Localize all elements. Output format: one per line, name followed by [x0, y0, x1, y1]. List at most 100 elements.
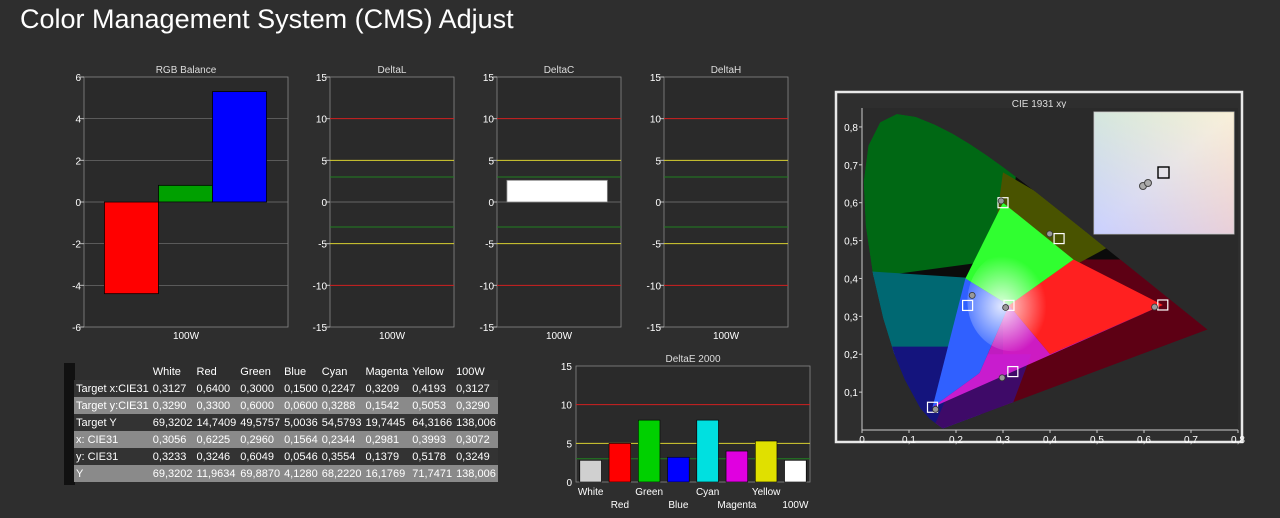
table-row: Target Y 69,3202 14,7409 49,5757 5,0036 54,57… — [74, 414, 498, 431]
y-tick-label: -5 — [485, 240, 494, 251]
table-row: Target x:CIE31 0,3127 0,6400 0,3000 0,1500 0,… — [74, 380, 498, 397]
table-cell: 0,2247 — [321, 382, 356, 395]
y-tick-label: 0 — [75, 198, 81, 209]
table-cell: 0,3554 — [321, 450, 356, 463]
bar-green — [158, 184, 213, 203]
header-white: White — [152, 365, 181, 378]
table-cell: 0,1379 — [365, 450, 400, 463]
table-cell: 0,3300 — [196, 399, 231, 412]
target-green — [997, 197, 1009, 209]
y-tick-label: -5 — [318, 240, 327, 251]
y-tick-label: 0 — [488, 198, 494, 209]
header-cyan: Cyan — [321, 365, 348, 378]
table-cell: 0,3209 — [365, 382, 400, 395]
target-red — [1157, 299, 1169, 311]
table-cell: 0,1564 — [284, 433, 318, 446]
table-cell: 0,2981 — [365, 433, 400, 446]
x-tick-label: Blue — [668, 500, 688, 511]
table-cell: 0,3000 — [240, 382, 274, 395]
x-tick-label: 0,3 — [996, 435, 1010, 446]
y-tick-label: 0,4 — [844, 274, 858, 285]
header-yellow: Yellow — [412, 365, 444, 378]
y-tick-label: 0,3 — [844, 312, 858, 323]
x-tick-label: 100W — [173, 331, 200, 342]
row-label: Y — [76, 467, 84, 480]
y-tick-label: 10 — [650, 115, 662, 126]
table-row: y: CIE31 0,3233 0,3246 0,6049 0,0546 0,3554 0,… — [74, 448, 498, 465]
rgb-balance-chart: RGB Balance 6 4 2 0 -2 -4 -6 100W — [72, 65, 289, 342]
measured-green — [997, 197, 1005, 205]
row-label: x: CIE31 — [76, 433, 119, 446]
header-100w: 100W — [456, 365, 485, 378]
measured-white — [1002, 304, 1010, 311]
x-tick-label: White — [578, 487, 604, 498]
y-tick-label: 0,1 — [844, 388, 858, 399]
table-row: Target y:CIE31 0,3290 0,3300 0,6000 0,0600 0,… — [74, 397, 498, 414]
y-tick-label: 10 — [561, 401, 573, 412]
table-cell: 11,9634 — [196, 467, 236, 480]
x-tick-label: 0,5 — [1090, 435, 1104, 446]
table-row: Y 69,3202 11,9634 69,8870 4,1280 68,2220 16,17… — [74, 465, 498, 482]
x-tick-label: 0,1 — [902, 435, 916, 446]
x-tick-label: 0,8 — [1231, 435, 1245, 446]
table-cell: 0,1542 — [365, 399, 400, 412]
x-tick-label: 0 — [859, 435, 865, 446]
bar-magenta — [725, 450, 748, 483]
delta-c-chart: DeltaC 15 10 5 0 -5 -10 -15 100W — [480, 65, 622, 342]
target-magenta — [1007, 365, 1019, 378]
table-cell: 0,0600 — [284, 399, 318, 412]
table-cell: 138,006 — [456, 416, 496, 429]
table-cell: 0,5053 — [412, 399, 446, 412]
x-tick-label: 100W — [713, 331, 740, 342]
x-tick-label: Cyan — [696, 487, 719, 498]
y-tick-label: 0 — [321, 198, 327, 209]
table-cell: 0,6225 — [196, 433, 231, 446]
x-tick-label: Green — [635, 487, 663, 498]
table-cell: 138,006 — [456, 467, 496, 480]
cie-1931-chart: CIE 1931 xy 0 0,1 0,2 0,3 0,4 0,5 0,6 0,7 0,8 0,1 0… — [834, 90, 1245, 446]
table-left-bar — [64, 363, 75, 485]
y-tick-label: 10 — [316, 115, 328, 126]
bar-100w — [784, 460, 807, 483]
table-cell: 0,1500 — [284, 382, 318, 395]
y-tick-label: 0,5 — [844, 237, 858, 248]
y-tick-label: 0 — [655, 198, 661, 209]
table-cell: 0,5178 — [412, 450, 446, 463]
x-tick-label: 0,2 — [949, 435, 963, 446]
measured-red — [1151, 303, 1158, 311]
measured-yellow — [1046, 230, 1054, 238]
table-cell: 68,2220 — [321, 467, 362, 480]
table-cell: 0,3127 — [456, 382, 490, 395]
bar-red — [608, 443, 631, 483]
inset-overlay — [1094, 112, 1234, 234]
table-cell: 0,2960 — [240, 433, 274, 446]
y-tick-label: 15 — [316, 73, 328, 84]
table-cell: 0,3290 — [152, 399, 187, 412]
table-cell: 0,3246 — [196, 450, 231, 463]
x-tick-label: Magenta — [717, 500, 756, 511]
bar-white — [579, 460, 602, 483]
y-tick-label: 2 — [75, 156, 81, 167]
y-tick-label: 5 — [655, 156, 661, 167]
table-cell: 0,6400 — [196, 382, 231, 395]
white-point-glow — [967, 251, 1058, 352]
table-cell: 0,3993 — [412, 433, 446, 446]
y-tick-label: 0,6 — [844, 199, 858, 210]
delta-h-chart: DeltaH 15 10 5 0 -5 -10 -15 100W — [647, 65, 789, 342]
chart-title: CIE 1931 xy — [1012, 99, 1066, 110]
y-tick-label: 0,8 — [844, 123, 858, 134]
x-tick-label: 100W — [379, 331, 406, 342]
table-cell: 4,1280 — [284, 467, 318, 480]
y-tick-label: 0,7 — [844, 161, 858, 172]
chart-title: DeltaH — [711, 65, 742, 76]
y-tick-label: -15 — [480, 323, 495, 334]
table-cell: 64,3166 — [412, 416, 453, 429]
table-cell: 0,2344 — [321, 433, 356, 446]
bar-blue — [212, 91, 267, 203]
y-tick-label: 15 — [561, 362, 573, 373]
bar-value — [506, 179, 608, 203]
y-tick-label: -6 — [72, 323, 81, 334]
table-cell: 0,3127 — [152, 382, 187, 395]
header-magenta: Magenta — [365, 365, 409, 378]
